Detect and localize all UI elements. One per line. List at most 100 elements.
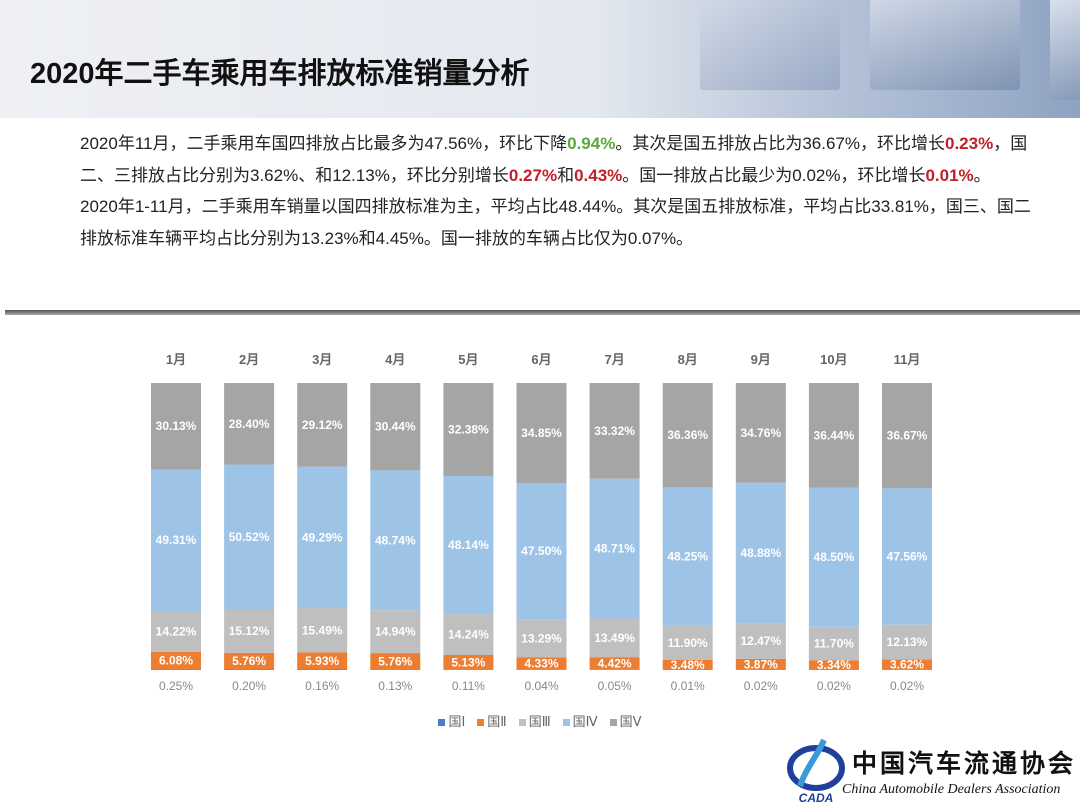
- data-label: 0.01%: [671, 679, 705, 693]
- bar-segment: [589, 383, 640, 479]
- data-label: 5.13%: [451, 655, 485, 669]
- bar-segment: [808, 660, 859, 670]
- bar-segment: [516, 383, 567, 484]
- data-label: 5.76%: [378, 654, 412, 668]
- bar-segment: [516, 483, 567, 620]
- data-label: 5.93%: [305, 654, 339, 668]
- bar-segment: [443, 475, 494, 615]
- bar-segment: [662, 659, 713, 670]
- data-label: 34.85%: [521, 426, 562, 440]
- data-label: 0.04%: [524, 679, 558, 693]
- data-label: 13.49%: [594, 631, 635, 645]
- data-label: 47.56%: [887, 549, 928, 563]
- bar-segment: [370, 470, 421, 611]
- data-label: 0.02%: [890, 679, 924, 693]
- month-label: 4月: [385, 352, 405, 367]
- bar-segment: [516, 619, 567, 658]
- bar-segment: [151, 651, 201, 670]
- data-label: 3.48%: [671, 658, 705, 672]
- cada-logo: CADA 中国汽车流通协会 China Automobile Dealers A…: [786, 738, 1077, 805]
- bar-segment: [662, 487, 713, 626]
- month-label: 5月: [458, 352, 478, 367]
- data-label: 14.24%: [448, 628, 489, 642]
- data-label: 3.34%: [817, 658, 851, 672]
- legend-swatch: [438, 719, 446, 727]
- bar-segment: [297, 466, 348, 609]
- data-label: 50.52%: [229, 530, 270, 544]
- bar-segment: [224, 464, 275, 610]
- data-label: 11.70%: [814, 637, 854, 651]
- data-label: 0.11%: [452, 679, 485, 693]
- data-label: 48.14%: [448, 538, 489, 552]
- legend-swatch: [477, 719, 485, 727]
- data-label: 0.02%: [744, 679, 778, 693]
- data-label: 0.05%: [598, 679, 632, 693]
- bar-segment: [882, 383, 932, 489]
- legend-label: 国Ⅱ: [487, 714, 507, 729]
- data-label: 48.71%: [594, 542, 635, 556]
- data-label: 30.44%: [375, 420, 416, 434]
- data-label: 0.02%: [817, 679, 851, 693]
- bar-segment: [224, 669, 275, 670]
- data-label: 12.47%: [740, 634, 781, 648]
- cada-logo-mark: CADA: [787, 738, 845, 805]
- bar-segment: [370, 383, 421, 471]
- data-label: 29.12%: [302, 418, 343, 432]
- data-label: 36.67%: [887, 429, 928, 443]
- bar-segment: [735, 623, 786, 659]
- bar-segment: [662, 625, 713, 660]
- bar-segment: [370, 653, 421, 670]
- data-label: 0.13%: [378, 679, 412, 693]
- bar-segment: [882, 659, 932, 670]
- month-label: 3月: [312, 352, 332, 367]
- legend-label: 国Ⅴ: [619, 714, 642, 729]
- bar-segment: [662, 383, 713, 488]
- bar-segment: [151, 611, 201, 652]
- bar-segment: [589, 657, 640, 670]
- month-label: 1月: [166, 352, 186, 367]
- legend-item: 国Ⅴ: [609, 714, 642, 729]
- bar-segment: [735, 658, 786, 670]
- data-label: 47.50%: [521, 544, 562, 558]
- paragraph-2: 2020年1-11月，二手乘用车销量以国四排放标准为主，平均占比48.44%。其…: [80, 197, 1031, 248]
- data-label: 0.20%: [232, 679, 266, 693]
- data-label: 12.13%: [887, 635, 928, 649]
- month-label: 2月: [239, 352, 259, 367]
- stacked-bar-chart: 1月 0.25% 6.08% 14.22% 49.31% 30.13% 2月 0.20% 5.7…: [151, 352, 932, 693]
- bar-segment: [297, 383, 348, 467]
- month-label: 10月: [820, 352, 847, 367]
- month-label: 6月: [531, 352, 551, 367]
- legend-item: 国Ⅲ: [518, 714, 551, 729]
- data-label: 6.08%: [159, 654, 193, 668]
- legend-swatch: [609, 719, 617, 727]
- bar-segment: [224, 652, 275, 670]
- logo-english-name: China Automobile Dealers Association: [842, 782, 1061, 797]
- data-label: 49.31%: [156, 533, 197, 547]
- data-label: 49.29%: [302, 530, 343, 544]
- legend-item: 国Ⅳ: [562, 714, 598, 729]
- data-label: 34.76%: [740, 426, 781, 440]
- logo-chinese-name: 中国汽车流通协会: [852, 749, 1077, 778]
- header-banner: 2020年二手车乘用车排放标准销量分析: [0, 0, 1080, 118]
- bar-segment: [735, 383, 786, 483]
- legend-label: 国Ⅲ: [528, 714, 551, 729]
- bar-segment: [882, 488, 932, 625]
- legend-label: 国Ⅳ: [572, 714, 598, 729]
- bar-segment: [151, 383, 201, 470]
- bar-segment: [589, 618, 640, 658]
- bar-segment: [808, 626, 859, 661]
- bar-segment: [297, 608, 348, 653]
- data-label: 13.29%: [521, 631, 562, 645]
- data-label: 0.16%: [305, 679, 339, 693]
- bar-segment: [370, 610, 421, 654]
- legend-swatch: [562, 719, 570, 727]
- paragraph-1: 2020年11月，二手乘用车国四排放占比最多为47.56%，环比下降0.94%。…: [80, 134, 1028, 185]
- bar-segment: [443, 654, 494, 670]
- data-label: 36.44%: [814, 428, 855, 442]
- data-label: 14.22%: [156, 624, 197, 638]
- data-label: 28.40%: [229, 417, 270, 431]
- summary-text: 2020年11月，二手乘用车国四排放占比最多为47.56%，环比下降0.94%。…: [80, 128, 1040, 254]
- bar-segment: [151, 469, 201, 612]
- bar-segment: [735, 482, 786, 624]
- bar-segment: [516, 657, 567, 670]
